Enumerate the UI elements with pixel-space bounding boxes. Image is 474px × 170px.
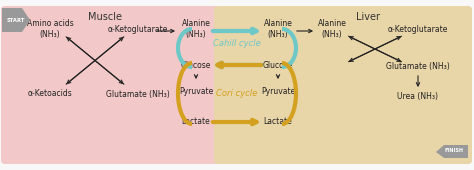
Text: Glutamate (NH₃): Glutamate (NH₃) (106, 89, 170, 98)
Text: Glucose: Glucose (263, 61, 293, 70)
Text: Muscle: Muscle (88, 12, 122, 22)
Text: Alanine
(NH₃): Alanine (NH₃) (318, 19, 346, 39)
Text: Alanine
(NH₃): Alanine (NH₃) (264, 19, 292, 39)
Text: Pyruvate: Pyruvate (261, 88, 295, 97)
Text: Lactate: Lactate (182, 117, 210, 126)
Polygon shape (2, 8, 30, 32)
Text: α-Ketoglutarate: α-Ketoglutarate (388, 24, 448, 33)
Text: FINISH: FINISH (445, 149, 464, 154)
Text: START: START (7, 18, 25, 22)
Text: Pyruvate: Pyruvate (179, 88, 213, 97)
FancyBboxPatch shape (1, 6, 259, 164)
Text: Cahill cycle: Cahill cycle (213, 39, 261, 48)
Text: Cori cycle: Cori cycle (216, 89, 258, 98)
Text: α-Ketoglutarate: α-Ketoglutarate (108, 24, 168, 33)
Text: Glucose: Glucose (181, 61, 211, 70)
FancyBboxPatch shape (214, 6, 472, 164)
Text: Urea (NH₃): Urea (NH₃) (398, 91, 438, 100)
Text: Liver: Liver (356, 12, 380, 22)
Text: Alanine
(NH₃): Alanine (NH₃) (182, 19, 210, 39)
Text: Lactate: Lactate (264, 117, 292, 126)
Text: Glutamate (NH₃): Glutamate (NH₃) (386, 63, 450, 72)
Text: α-Ketoacids: α-Ketoacids (27, 89, 73, 98)
Text: Amino acids
(NH₃): Amino acids (NH₃) (27, 19, 73, 39)
Polygon shape (436, 145, 468, 158)
